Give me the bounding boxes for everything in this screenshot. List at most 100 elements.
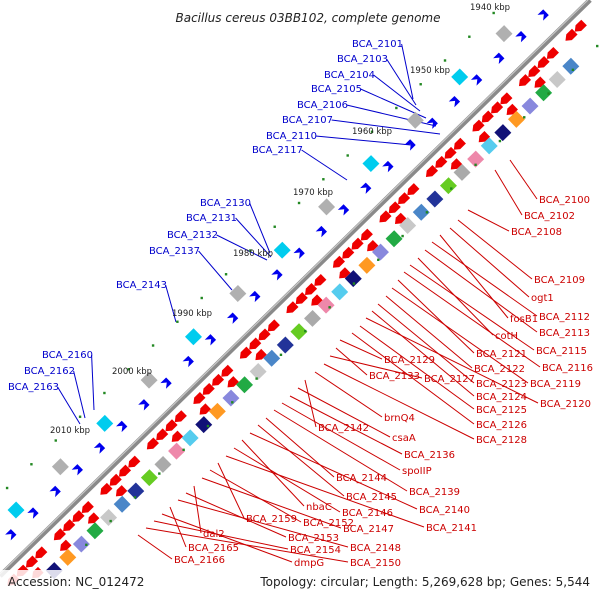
forward-gene-label: BCA_2123 (476, 379, 527, 390)
accession-text: Accession: NC_012472 (8, 575, 144, 589)
forward-gene-label: BCA_2142 (318, 423, 369, 434)
label-leader-line (297, 387, 391, 438)
label-leader-line (385, 295, 473, 369)
label-leader-line (323, 363, 475, 440)
label-leader-line (177, 499, 349, 548)
reverse-gene-arrow (138, 399, 150, 411)
forward-gene-label: ogt1 (531, 293, 554, 304)
feature-block (317, 296, 335, 314)
forward-gene-arrow (435, 155, 448, 168)
tick-dot (401, 234, 404, 238)
forward-gene-arrow (25, 555, 39, 568)
tick-dot (133, 496, 137, 499)
reverse-gene-label: BCA_2106 (297, 100, 348, 111)
label-leader-line (377, 303, 475, 384)
reverse-gene-arrow (315, 225, 327, 238)
forward-gene-arrow (211, 373, 225, 386)
reverse-gene-arrow (182, 355, 194, 368)
forward-gene-arrow (227, 376, 239, 388)
feature-block (168, 442, 186, 460)
reverse-gene-arrow (204, 334, 217, 346)
reverse-gene-arrow (116, 420, 128, 433)
label-leader-line (351, 332, 475, 425)
forward-gene-label: BCA_2120 (540, 399, 591, 410)
label-leader-line (409, 264, 535, 351)
label-leader-line (329, 355, 423, 379)
forward-gene-arrow (193, 392, 206, 404)
label-leader-line (439, 234, 509, 319)
label-leader-line (91, 354, 95, 411)
reverse-gene-arrow (537, 9, 549, 21)
feature-block (140, 469, 158, 487)
forward-gene-arrow (81, 501, 94, 513)
tick-dot (492, 11, 495, 15)
reverse-gene-arrow (293, 247, 305, 259)
reverse-gene-arrow (493, 52, 505, 64)
label-leader-line (386, 58, 417, 106)
reverse-gene-label: BCA_2110 (266, 131, 317, 142)
forward-gene-label: BCA_2165 (188, 543, 239, 554)
forward-gene-label: BCA_2147 (343, 524, 394, 535)
forward-gene-arrow (109, 473, 122, 486)
forward-gene-arrow (146, 437, 159, 450)
forward-gene-arrow (53, 528, 66, 541)
label-leader-line (57, 386, 81, 425)
reverse-gene-arrow (226, 312, 239, 324)
forward-gene-label: BCA_2119 (530, 379, 581, 390)
label-leader-line (198, 250, 233, 291)
feature-block (273, 241, 291, 259)
forward-gene-arrow (63, 519, 76, 532)
forward-gene-arrow (394, 212, 407, 224)
forward-gene-arrow (367, 239, 379, 252)
tick-dot (206, 424, 210, 428)
feature-block (127, 482, 145, 500)
reverse-gene-arrow (71, 464, 83, 476)
forward-gene-arrow (574, 19, 587, 32)
reverse-gene-arrow (160, 377, 172, 389)
feature-block (249, 363, 267, 381)
forward-gene-arrow (342, 246, 355, 259)
tick-dot (176, 320, 179, 323)
forward-gene-arrow (311, 294, 323, 306)
label-leader-line (201, 477, 342, 529)
forward-gene-arrow (249, 337, 262, 350)
label-leader-line (371, 310, 475, 397)
forward-gene-label: BCA_2148 (350, 543, 401, 554)
forward-gene-label: BCA_2100 (539, 195, 590, 206)
tick-dot (200, 296, 203, 300)
feature-block (184, 328, 202, 346)
feature-block (562, 57, 580, 75)
label-leader-line (431, 241, 538, 317)
feature-block (86, 522, 104, 540)
feature-block (140, 371, 158, 389)
feature-block (154, 455, 172, 473)
forward-gene-arrow (506, 103, 518, 115)
feature-block (412, 203, 430, 221)
forward-gene-label: BCA_2127 (424, 374, 475, 385)
tick-dot (346, 154, 349, 157)
forward-gene-label: BCA_2128 (476, 435, 527, 446)
tick-dot (279, 353, 283, 357)
reverse-gene-arrow (5, 529, 17, 541)
label-leader-line (373, 74, 421, 112)
forward-gene-label: csaA (392, 433, 416, 444)
tick-dot (377, 258, 380, 262)
tick-dot (158, 472, 161, 475)
forward-gene-arrow (118, 464, 132, 477)
reverse-gene-label: BCA_2105 (311, 84, 362, 95)
tick-dot (395, 106, 398, 110)
reverse-gene-arrow (404, 139, 416, 151)
forward-gene-arrow (156, 428, 169, 441)
forward-gene-arrow (453, 137, 466, 150)
forward-gene-arrow (481, 110, 494, 123)
label-leader-line (449, 227, 530, 298)
feature-block (535, 84, 553, 102)
feature-block (406, 111, 424, 129)
tick-dot (224, 273, 228, 276)
forward-gene-arrow (87, 512, 100, 524)
tick-dot (127, 368, 130, 371)
scale-label: 2000 kbp (112, 367, 152, 377)
forward-gene-label: BCA_2113 (539, 328, 590, 339)
forward-gene-arrow (425, 164, 439, 177)
reverse-gene-arrow (337, 204, 350, 216)
